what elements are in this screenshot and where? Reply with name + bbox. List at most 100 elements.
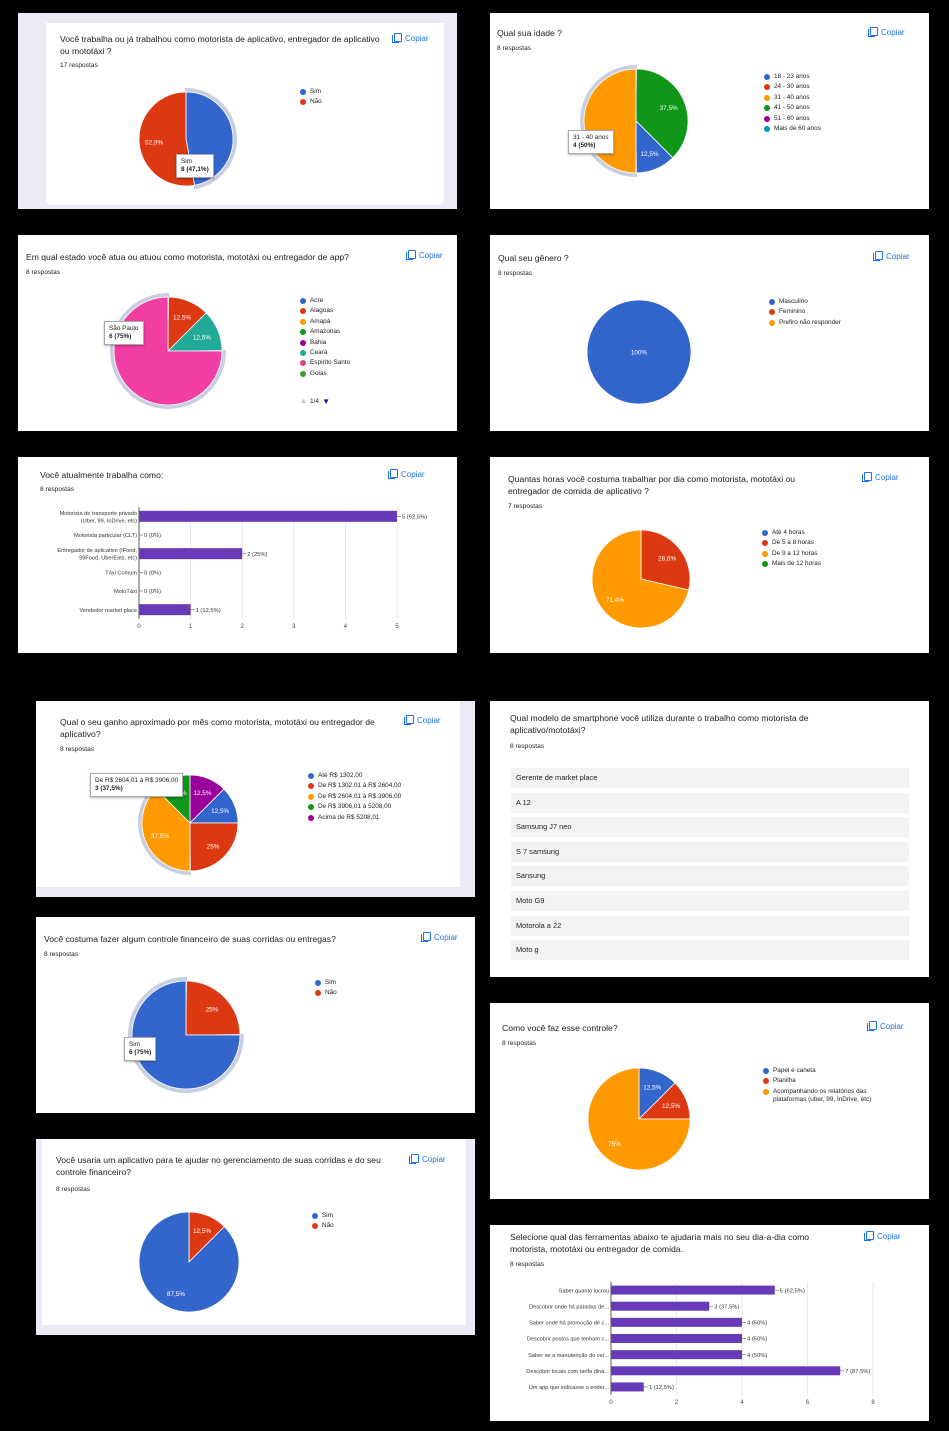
pie-slice[interactable]: [189, 822, 239, 872]
copy-button[interactable]: Copiar: [864, 1231, 901, 1241]
legend-item[interactable]: Prefiro não responder: [769, 319, 841, 327]
legend-swatch: [315, 980, 321, 986]
copy-button[interactable]: Copiar: [406, 250, 443, 260]
bar[interactable]: [611, 1301, 710, 1311]
legend-item[interactable]: De 5 a 8 horas: [762, 539, 821, 547]
bar-chart: 0 1 2 3 4 5 5 (62,5%) Motorista de transporte p…: [57, 507, 427, 630]
tick-label: 4: [344, 624, 348, 630]
copy-button[interactable]: Copiar: [873, 251, 910, 261]
legend-item[interactable]: Goiás: [300, 370, 350, 378]
legend-item[interactable]: Acre: [300, 297, 350, 305]
legend-item[interactable]: Ceará: [300, 349, 350, 357]
legend-item[interactable]: Masculino: [769, 298, 841, 306]
pie-slice[interactable]: [591, 529, 690, 629]
pie-slice[interactable]: [635, 68, 689, 159]
copy-button[interactable]: Copiar: [868, 27, 905, 37]
card-q12: Selecione qual das ferramentas abaixo te…: [490, 1225, 929, 1421]
legend-item[interactable]: Amapá: [300, 318, 350, 326]
copy-button[interactable]: Copiar: [862, 472, 899, 482]
bar[interactable]: [139, 548, 243, 560]
legend-item[interactable]: Sim: [300, 88, 322, 96]
legend-label: Planilha: [773, 1077, 796, 1085]
legend-item[interactable]: De R$ 3906,01 à 5208,00: [308, 803, 401, 811]
legend-label: De 9 a 12 horas: [772, 549, 818, 557]
pie-slice[interactable]: [131, 980, 241, 1090]
card-q5: Você atualmente trabalha como: 8 respost…: [18, 457, 457, 653]
legend-item[interactable]: 51 - 60 anos: [764, 115, 821, 123]
response-count: 8 respostas: [44, 951, 79, 958]
legend-label: Sim: [322, 1212, 334, 1219]
bar[interactable]: [611, 1382, 644, 1392]
pie-slice[interactable]: [640, 529, 691, 591]
legend-item[interactable]: 31 - 40 anos: [764, 94, 821, 102]
legend-item[interactable]: Sim: [315, 979, 337, 987]
pie-slice[interactable]: [587, 1067, 691, 1171]
legend-item[interactable]: Acompanhando os relatórios das plataform…: [763, 1088, 893, 1104]
legend-swatch: [764, 115, 770, 122]
legend-swatch: [764, 84, 770, 91]
prev-page-icon[interactable]: ▲: [300, 398, 307, 405]
copy-button[interactable]: Copiar: [867, 1021, 904, 1031]
legend-item[interactable]: De R$ 2604,01 à R$ 3906,00: [308, 793, 401, 801]
legend-item[interactable]: Até 4 horas: [762, 529, 821, 537]
legend-item[interactable]: Não: [300, 98, 322, 106]
legend-item[interactable]: Não: [312, 1222, 334, 1230]
copy-button[interactable]: Copiar: [404, 715, 441, 725]
legend-label: Acima de R$ 5208,01: [318, 813, 380, 821]
copy-icon: [392, 33, 402, 43]
legend-item[interactable]: 41 - 50 anos: [764, 104, 821, 112]
legend-item[interactable]: Amazonas: [300, 328, 350, 336]
answer-row: Moto g: [511, 940, 909, 961]
tick-label: 5: [395, 624, 399, 630]
legend: Acre Alagoas Amapá Amazonas Bahia Ceará Espíri…: [300, 297, 350, 380]
slice-label: 25%: [207, 843, 220, 850]
legend-item[interactable]: De R$ 1302,01 à R$ 2604,00: [308, 782, 401, 790]
legend-label: Mais de 60 anos: [774, 124, 821, 132]
copy-button[interactable]: Copiar: [392, 33, 429, 43]
bar[interactable]: [611, 1334, 742, 1343]
slice-label: 12,5%: [193, 334, 211, 341]
bar[interactable]: [611, 1317, 742, 1327]
bar[interactable]: [139, 604, 191, 616]
card-q11: Você usaria um aplicativo para te ajudar…: [36, 1139, 475, 1335]
pie-slice[interactable]: [141, 788, 191, 872]
pie-slice[interactable]: [138, 1211, 240, 1313]
legend-item[interactable]: 18 - 23 anos: [764, 73, 821, 81]
legend-item[interactable]: Espírito Santo: [300, 359, 350, 367]
legend-item[interactable]: Até R$ 1302,00: [308, 772, 401, 780]
copy-button[interactable]: Copiar: [421, 932, 458, 942]
legend-item[interactable]: Bahia: [300, 339, 350, 347]
copy-button[interactable]: Copiar: [388, 469, 425, 479]
card-q8: Qual modelo de smartphone você utiliza d…: [490, 701, 929, 977]
tooltip: Sim 8 (47,1%): [176, 154, 214, 178]
bar-value-label: 5 (62,5%): [780, 1288, 805, 1294]
pie-slice[interactable]: [586, 299, 692, 405]
legend-item[interactable]: Mais de 12 horas: [762, 560, 821, 568]
legend-item[interactable]: De 9 a 12 horas: [762, 550, 821, 558]
category-label: 99Food, UberEats, etc): [79, 556, 137, 562]
legend-item[interactable]: 24 - 30 anos: [764, 83, 821, 91]
pie-slice[interactable]: [185, 980, 241, 1036]
legend: Até 4 horas De 5 a 8 horas De 9 a 12 horas…: [762, 529, 821, 571]
legend: Masculino Feminino Prefiro não responder: [769, 298, 841, 329]
tick-label: 1: [189, 624, 193, 630]
legend-item[interactable]: Alagoas: [300, 307, 350, 315]
copy-button[interactable]: Copiar: [409, 1154, 446, 1164]
legend-item[interactable]: Acima de R$ 5208,01: [308, 814, 401, 822]
legend-item[interactable]: Mais de 60 anos: [764, 125, 821, 133]
next-page-icon[interactable]: ▼: [322, 397, 331, 406]
bar[interactable]: [611, 1350, 742, 1360]
legend-item[interactable]: Papel e caneta: [763, 1067, 893, 1075]
bar[interactable]: [139, 510, 397, 522]
legend-swatch: [769, 309, 775, 316]
legend-label: Não: [325, 989, 337, 997]
bar[interactable]: [611, 1366, 841, 1376]
bar[interactable]: [611, 1285, 775, 1295]
pie-slice[interactable]: [583, 68, 637, 174]
legend-item[interactable]: Não: [315, 989, 337, 997]
legend-item[interactable]: Planilha: [763, 1077, 893, 1085]
answer-row: Moto G9: [511, 891, 909, 911]
legend-label: De R$ 1302,01 à R$ 2604,00: [318, 782, 402, 790]
legend-item[interactable]: Sim: [312, 1212, 334, 1220]
legend-item[interactable]: Feminino: [769, 308, 841, 316]
